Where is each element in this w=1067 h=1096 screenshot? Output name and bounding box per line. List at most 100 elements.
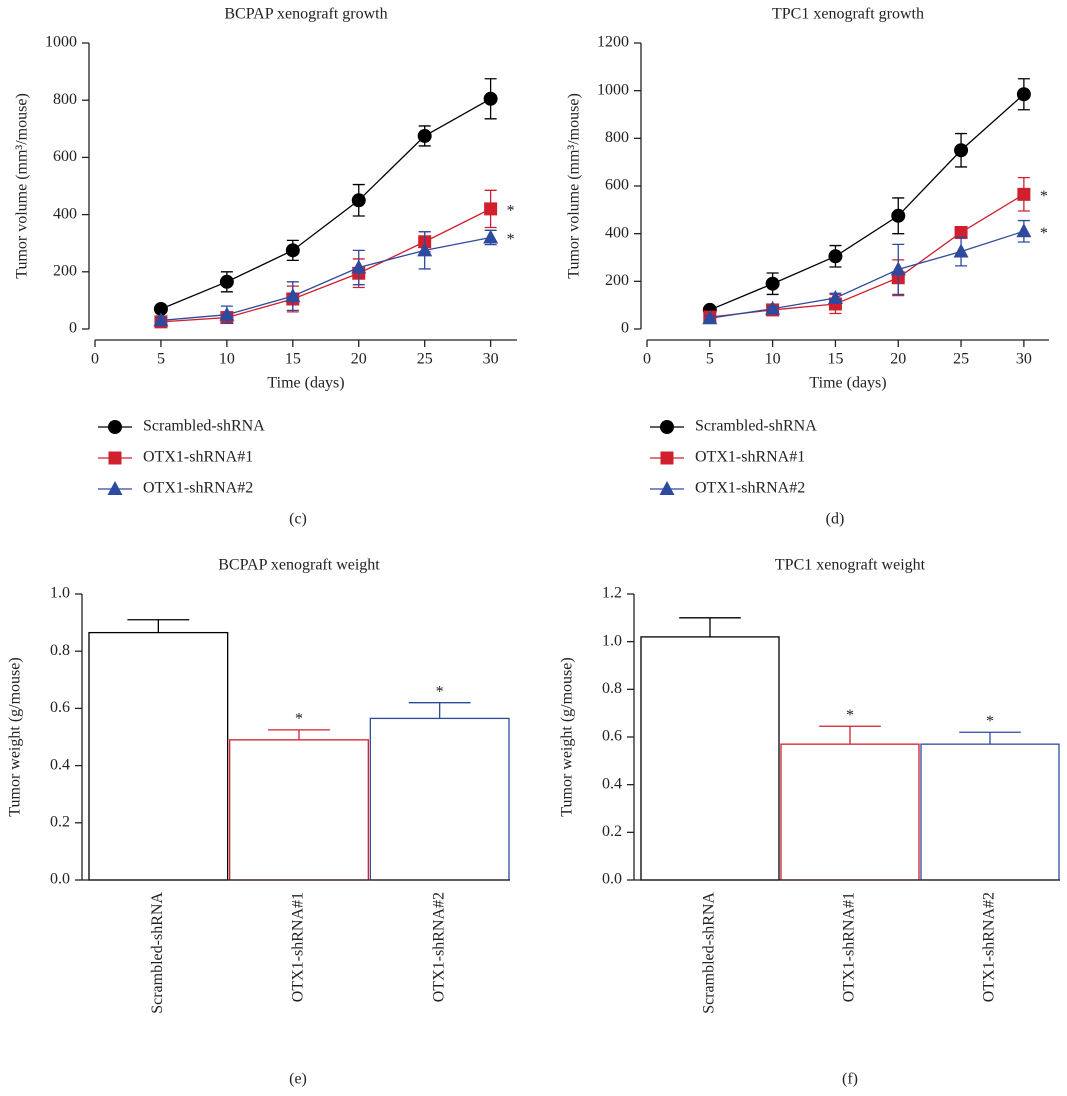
- y-tick-label: 800: [605, 129, 629, 146]
- y-axis-label: Tumor volume (mm³/mouse): [14, 93, 31, 279]
- series-line: [709, 93, 1025, 311]
- significance-mark: *: [1040, 225, 1048, 242]
- error-bar: [819, 725, 881, 745]
- panel-label: (c): [289, 511, 307, 528]
- x-tick-label: Scrambled-shRNA: [701, 892, 718, 1014]
- marker: [153, 301, 168, 316]
- y-tick-label: 200: [53, 262, 77, 279]
- y-tick-label: 400: [605, 224, 629, 241]
- x-tick-label: 5: [157, 351, 165, 368]
- legend-label: OTX1-shRNA#1: [143, 449, 253, 466]
- significance-mark: *: [436, 683, 444, 700]
- marker: [107, 481, 123, 495]
- marker: [153, 312, 169, 327]
- marker: [108, 451, 122, 465]
- marker: [659, 481, 675, 495]
- panel-label: (d): [826, 511, 845, 528]
- marker: [953, 243, 969, 258]
- marker: [891, 208, 906, 223]
- x-tick-label: 20: [890, 351, 906, 368]
- x-tick-label: 15: [285, 351, 301, 368]
- panel-label: (f): [842, 1071, 858, 1088]
- marker: [660, 451, 674, 465]
- y-tick-label: 0.4: [50, 756, 70, 773]
- error-bar: [959, 731, 1021, 745]
- x-tick-label: 5: [706, 351, 714, 368]
- y-tick-label: 0.6: [602, 728, 622, 745]
- marker: [1016, 223, 1032, 238]
- legend-label: OTX1-shRNA#1: [695, 449, 805, 466]
- legend-label: OTX1-shRNA#2: [143, 480, 253, 497]
- bar: [369, 717, 510, 881]
- chart-title: TPC1 xenograft weight: [775, 557, 926, 574]
- significance-mark: *: [295, 711, 303, 728]
- marker: [954, 225, 968, 239]
- x-tick-label: OTX1-shRNA#2: [981, 892, 998, 1002]
- y-tick-label: 0.8: [50, 642, 70, 659]
- legend-label: OTX1-shRNA#2: [695, 480, 805, 497]
- bar: [920, 743, 1060, 881]
- y-tick-label: 1000: [597, 81, 629, 98]
- marker: [1017, 187, 1031, 201]
- x-tick-label: 30: [1016, 351, 1032, 368]
- marker: [765, 276, 780, 291]
- x-axis-label: Time (days): [267, 375, 344, 392]
- chart-panel: TPC1 xenograft weight (f) Tumor weight (g/…: [559, 557, 1060, 1088]
- series-line: [160, 98, 491, 310]
- y-tick-label: 0: [621, 320, 629, 337]
- marker: [660, 420, 674, 434]
- marker: [108, 420, 122, 434]
- x-tick-label: 20: [351, 351, 367, 368]
- chart-title: BCPAP xenograft weight: [218, 557, 380, 574]
- marker: [827, 290, 843, 305]
- x-tick-label: 15: [827, 351, 843, 368]
- y-tick-label: 600: [605, 177, 629, 194]
- legend-label: Scrambled-shRNA: [143, 418, 265, 435]
- y-tick-label: 200: [605, 272, 629, 289]
- y-tick-label: 0.4: [602, 775, 622, 792]
- x-tick-label: 25: [953, 351, 969, 368]
- x-tick-label: OTX1-shRNA#1: [290, 892, 307, 1002]
- y-tick-label: 1.0: [50, 585, 70, 602]
- marker: [285, 288, 301, 303]
- marker: [828, 249, 843, 264]
- significance-mark: *: [1040, 188, 1048, 205]
- y-tick-label: 1000: [45, 34, 77, 51]
- y-tick-label: 0.2: [602, 823, 622, 840]
- series-line: [709, 230, 1025, 319]
- chart-title: TPC1 xenograft growth: [772, 6, 924, 23]
- chart-title: BCPAP xenograft growth: [224, 6, 387, 23]
- marker: [484, 202, 498, 216]
- marker: [417, 242, 433, 257]
- y-tick-label: 0.2: [50, 813, 70, 830]
- marker: [219, 306, 235, 321]
- marker: [285, 243, 300, 258]
- panel-label: (e): [289, 1071, 307, 1088]
- marker: [417, 128, 432, 143]
- marker: [702, 310, 718, 325]
- significance-mark: *: [846, 707, 854, 724]
- x-tick-label: OTX1-shRNA#1: [841, 892, 858, 1002]
- error-bar: [408, 702, 471, 719]
- error-bar: [127, 619, 190, 633]
- legend-label: Scrambled-shRNA: [695, 418, 817, 435]
- marker: [351, 193, 366, 208]
- y-axis-label: Tumor weight (g/mouse): [559, 657, 576, 816]
- marker: [1016, 87, 1031, 102]
- error-bar: [268, 729, 330, 740]
- marker: [351, 259, 367, 274]
- y-tick-label: 0.8: [602, 680, 622, 697]
- chart-panel: BCPAP xenograft weight (e) Tumor weight (g…: [7, 557, 510, 1088]
- x-axis-label: Time (days): [809, 375, 886, 392]
- x-tick-label: 25: [417, 351, 433, 368]
- x-tick-label: 10: [765, 351, 781, 368]
- x-tick-label: 0: [91, 351, 99, 368]
- series-line: [160, 208, 491, 323]
- x-tick-label: 30: [483, 351, 499, 368]
- marker: [890, 261, 906, 276]
- chart-panel: TPC1 xenograft growth (d) Tumor volume (mm…: [566, 6, 1049, 528]
- x-tick-label: 10: [219, 351, 235, 368]
- y-tick-label: 0: [69, 320, 77, 337]
- error-bar: [679, 617, 741, 637]
